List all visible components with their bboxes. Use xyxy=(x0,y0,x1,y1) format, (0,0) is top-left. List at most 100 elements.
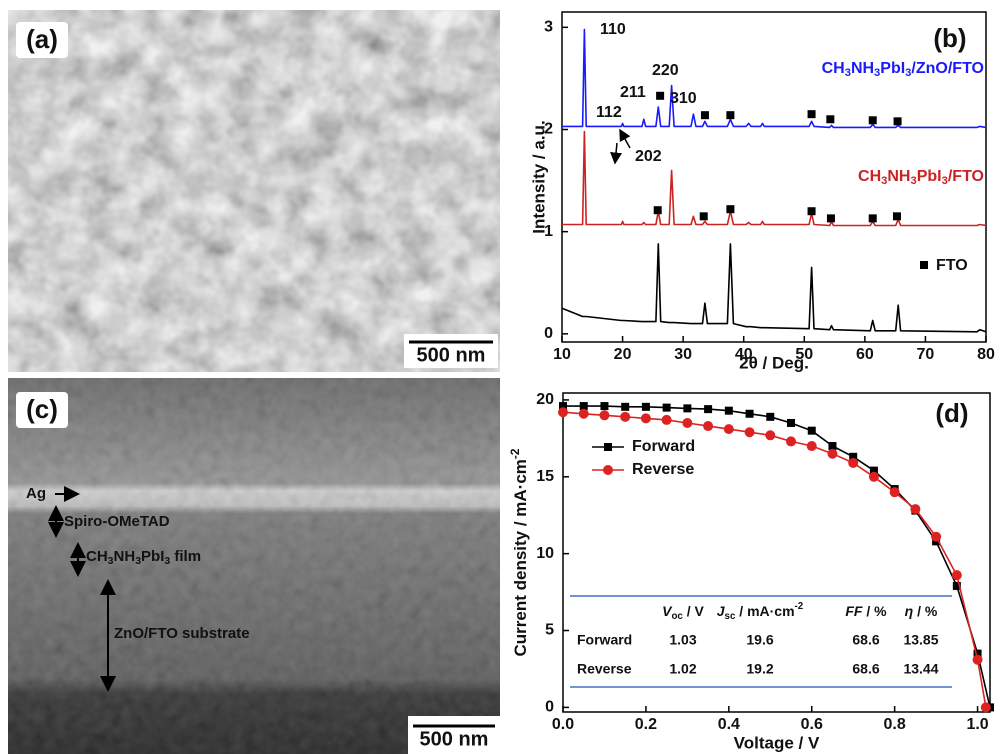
fto-marker xyxy=(654,206,662,214)
data-point xyxy=(724,425,733,434)
fto-marker xyxy=(827,214,835,222)
data-point xyxy=(621,403,629,411)
fto-marker xyxy=(893,212,901,220)
data-point xyxy=(952,571,961,580)
panel-label: (d) xyxy=(935,398,968,428)
figure: (a) 500 nm (c) Ag Spiro-OMeTAD CH3NH3PbI… xyxy=(0,0,1005,754)
x-axis-label: Voltage / V xyxy=(734,733,820,752)
data-point xyxy=(683,404,691,412)
peak-label: 112 xyxy=(596,104,622,121)
table-cell: 13.44 xyxy=(903,661,938,677)
table-header: Jsc / mA·cm-2 xyxy=(717,601,804,622)
series-line xyxy=(562,29,986,127)
data-point xyxy=(981,703,990,712)
table-cell: Reverse xyxy=(577,661,632,677)
data-point xyxy=(911,505,920,514)
x-tick-label: 30 xyxy=(674,346,692,363)
data-point xyxy=(807,442,816,451)
data-point xyxy=(642,403,650,411)
data-point xyxy=(890,488,899,497)
layer-label: CH3NH3PbI3 film xyxy=(86,548,201,567)
data-point xyxy=(683,418,692,427)
y-tick-label: 0 xyxy=(544,325,553,342)
table-cell: 68.6 xyxy=(852,632,879,648)
layer-label: ZnO/FTO substrate xyxy=(114,625,250,642)
data-point xyxy=(787,419,795,427)
data-point xyxy=(766,431,775,440)
x-tick-label: 1.0 xyxy=(966,716,988,733)
x-tick-label: 0.0 xyxy=(552,716,574,733)
peak-label: 310 xyxy=(670,90,697,107)
table-cell: 19.6 xyxy=(746,632,773,648)
data-point xyxy=(725,407,733,415)
sem-top-view: (a) 500 nm xyxy=(8,10,500,372)
data-point xyxy=(641,414,650,423)
peak-label: 220 xyxy=(652,62,679,79)
table-cell: 68.6 xyxy=(852,661,879,677)
data-point xyxy=(600,411,609,420)
peak-label: 211 xyxy=(620,84,646,101)
peak-label: 202 xyxy=(635,148,662,165)
x-tick-label: 70 xyxy=(917,346,935,363)
data-point xyxy=(579,409,588,418)
data-point xyxy=(745,428,754,437)
x-tick-label: 0.6 xyxy=(801,716,823,733)
fto-marker xyxy=(701,111,709,119)
layer-label: Ag xyxy=(26,485,46,502)
scale-bar: 500 nm xyxy=(420,728,489,750)
legend-label: Reverse xyxy=(632,461,694,478)
data-point xyxy=(849,458,858,467)
data-point xyxy=(704,422,713,431)
data-point xyxy=(932,532,941,541)
table-header: η / % xyxy=(905,603,938,619)
panel-label: (b) xyxy=(933,23,966,53)
table-cell: 1.03 xyxy=(669,632,696,648)
x-tick-label: 80 xyxy=(977,346,995,363)
table-cell: Forward xyxy=(577,632,632,648)
y-tick-label: 0 xyxy=(545,699,554,716)
y-tick-label: 5 xyxy=(545,622,554,639)
x-tick-label: 20 xyxy=(614,346,632,363)
scale-bar: 500 nm xyxy=(417,344,486,366)
y-tick-label: 15 xyxy=(536,468,554,485)
legend-marker xyxy=(604,466,613,475)
data-point xyxy=(869,472,878,481)
x-tick-label: 0.4 xyxy=(718,716,740,733)
y-tick-label: 20 xyxy=(536,391,554,408)
legend-label: FTO xyxy=(936,257,968,274)
panel-label: (a) xyxy=(26,24,58,54)
data-point xyxy=(704,405,712,413)
fto-marker xyxy=(700,212,708,220)
x-tick-label: 10 xyxy=(553,346,571,363)
legend-label: Forward xyxy=(632,438,695,455)
layer-label: Spiro-OMeTAD xyxy=(64,513,170,530)
data-point xyxy=(808,427,816,435)
data-point xyxy=(828,449,837,458)
x-axis-label: 2θ / Deg. xyxy=(739,353,809,372)
fto-marker xyxy=(869,116,877,124)
annotation-arrow xyxy=(620,130,630,148)
table-header: Voc / V xyxy=(662,603,704,622)
data-point xyxy=(559,408,568,417)
fto-marker xyxy=(808,110,816,118)
panel-label: (c) xyxy=(26,394,58,424)
fto-marker xyxy=(894,117,902,125)
peak-label: 110 xyxy=(600,21,626,38)
legend-marker xyxy=(920,261,928,269)
table-cell: 19.2 xyxy=(746,661,773,677)
fto-marker xyxy=(726,205,734,213)
data-point xyxy=(787,437,796,446)
data-point xyxy=(973,655,982,664)
fto-marker xyxy=(656,92,664,100)
table-header: FF / % xyxy=(845,603,887,619)
y-tick-label: 10 xyxy=(536,545,554,562)
x-tick-label: 0.2 xyxy=(635,716,657,733)
y-axis-label: Intensity / a.u. xyxy=(529,120,548,233)
data-point xyxy=(621,412,630,421)
data-point xyxy=(766,413,774,421)
annotation-arrow xyxy=(615,143,617,163)
x-tick-label: 0.8 xyxy=(884,716,906,733)
y-axis-label: Current density / mA·cm-2 xyxy=(508,448,530,656)
fto-marker xyxy=(808,207,816,215)
fto-marker xyxy=(726,111,734,119)
